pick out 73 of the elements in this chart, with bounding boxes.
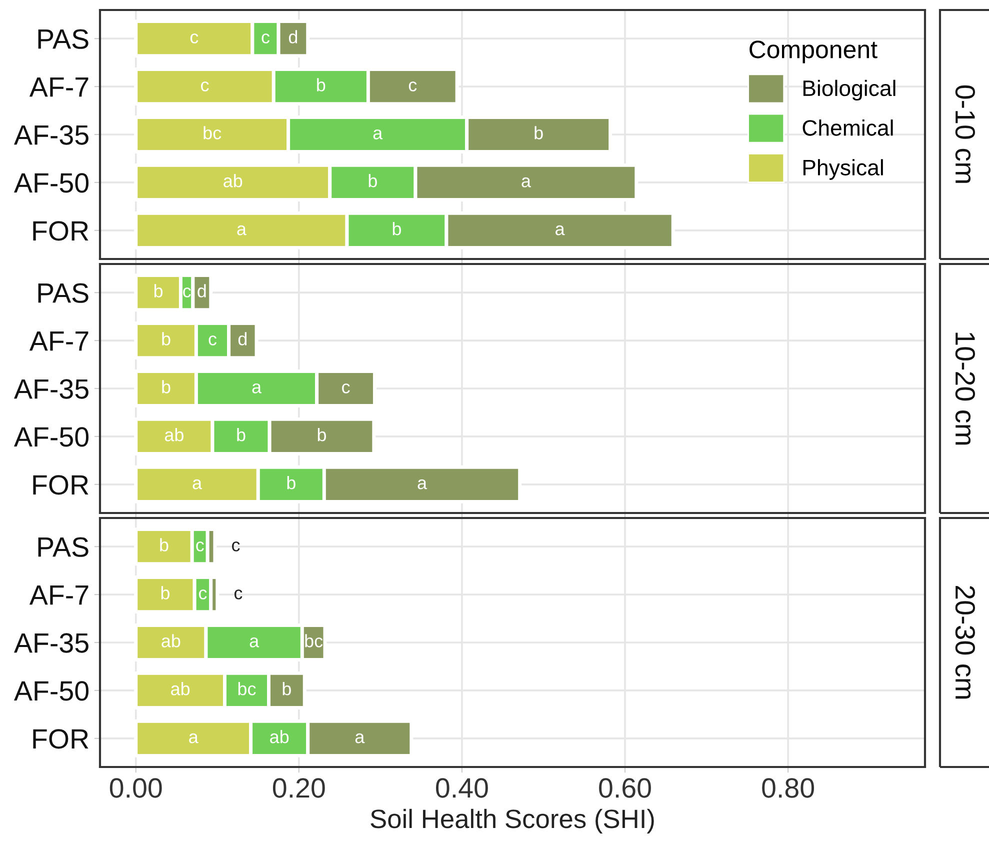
data-label: b <box>161 586 170 600</box>
x-tick-label: 0.80 <box>762 778 814 798</box>
data-label: c <box>262 34 270 44</box>
data-label: bc <box>305 634 323 648</box>
x-tick-label: 0.20 <box>272 778 325 798</box>
y-tick-label: FOR <box>33 221 88 241</box>
data-label: a <box>522 177 531 188</box>
data-label: a <box>252 383 262 394</box>
y-tick-label: AF-7 <box>29 77 88 97</box>
legend-label: Biological <box>803 80 896 101</box>
data-label: c <box>196 542 204 552</box>
data-label: bc <box>238 682 256 696</box>
data-label: d <box>198 284 206 298</box>
data-label: b <box>154 284 163 298</box>
y-tick-label: FOR <box>33 475 88 495</box>
data-label: a <box>556 225 565 236</box>
data-label: bc <box>204 126 222 140</box>
data-label: ab <box>171 682 190 696</box>
data-label: a <box>192 479 202 490</box>
data-label: ab <box>224 174 242 188</box>
data-label: b <box>160 538 168 552</box>
data-label: a <box>418 479 428 490</box>
data-label: c <box>342 383 350 394</box>
data-label: d <box>288 30 298 44</box>
data-label: d <box>238 332 247 346</box>
data-label: a <box>355 733 365 744</box>
legend-label: Chemical <box>802 119 893 136</box>
data-label: c <box>201 81 209 92</box>
data-label: ab <box>164 428 184 442</box>
data-label: b <box>287 476 296 490</box>
y-tick-label: AF-35 <box>14 379 88 399</box>
data-label: b <box>392 222 402 236</box>
data-label: c <box>198 589 207 600</box>
data-label: b <box>368 174 377 188</box>
data-label: a <box>189 733 198 744</box>
data-label: a <box>237 225 246 236</box>
data-label: b <box>162 332 170 346</box>
data-label: a <box>250 637 260 648</box>
y-axis-title: 0-10 cm <box>955 85 976 183</box>
data-label: c <box>408 81 417 92</box>
data-label: c <box>183 288 191 298</box>
data-label: a <box>373 129 383 140</box>
y-tick-label: AF-35 <box>14 125 88 145</box>
x-tick-label: 0.40 <box>436 778 488 798</box>
data-label: b <box>534 126 543 140</box>
data-label: ab <box>162 634 180 648</box>
y-tick-label: PAS <box>38 537 88 557</box>
y-tick-label: PAS <box>38 29 88 49</box>
y-tick-label: AF-7 <box>29 331 88 351</box>
data-label: c <box>208 335 217 346</box>
data-label: b <box>282 682 291 696</box>
data-label: c <box>190 34 198 44</box>
y-tick-label: FOR <box>33 729 88 749</box>
y-tick-label: AF-7 <box>29 585 88 605</box>
x-axis-title: Soil Health Scores (SHI) <box>370 808 654 834</box>
x-tick-label: 0.00 <box>110 778 162 798</box>
legend-title: Component <box>750 40 878 64</box>
y-axis-title: 10-20 cm <box>955 332 976 445</box>
y-axis-title: 20-30 cm <box>955 586 976 699</box>
y-tick-label: AF-50 <box>14 427 88 447</box>
data-label: b <box>318 428 326 442</box>
data-label: b <box>237 428 246 442</box>
data-label: b <box>317 78 326 92</box>
data-label: c <box>234 589 242 600</box>
data-label: ab <box>270 730 289 744</box>
y-tick-label: AF-50 <box>14 681 88 701</box>
y-tick-label: AF-35 <box>14 633 88 653</box>
y-tick-label: PAS <box>38 283 88 303</box>
data-label: c <box>232 542 240 552</box>
x-tick-label: 0.60 <box>599 778 651 798</box>
legend-label: Physical <box>803 159 883 180</box>
y-tick-label: AF-50 <box>14 173 88 193</box>
data-label: b <box>162 380 170 394</box>
